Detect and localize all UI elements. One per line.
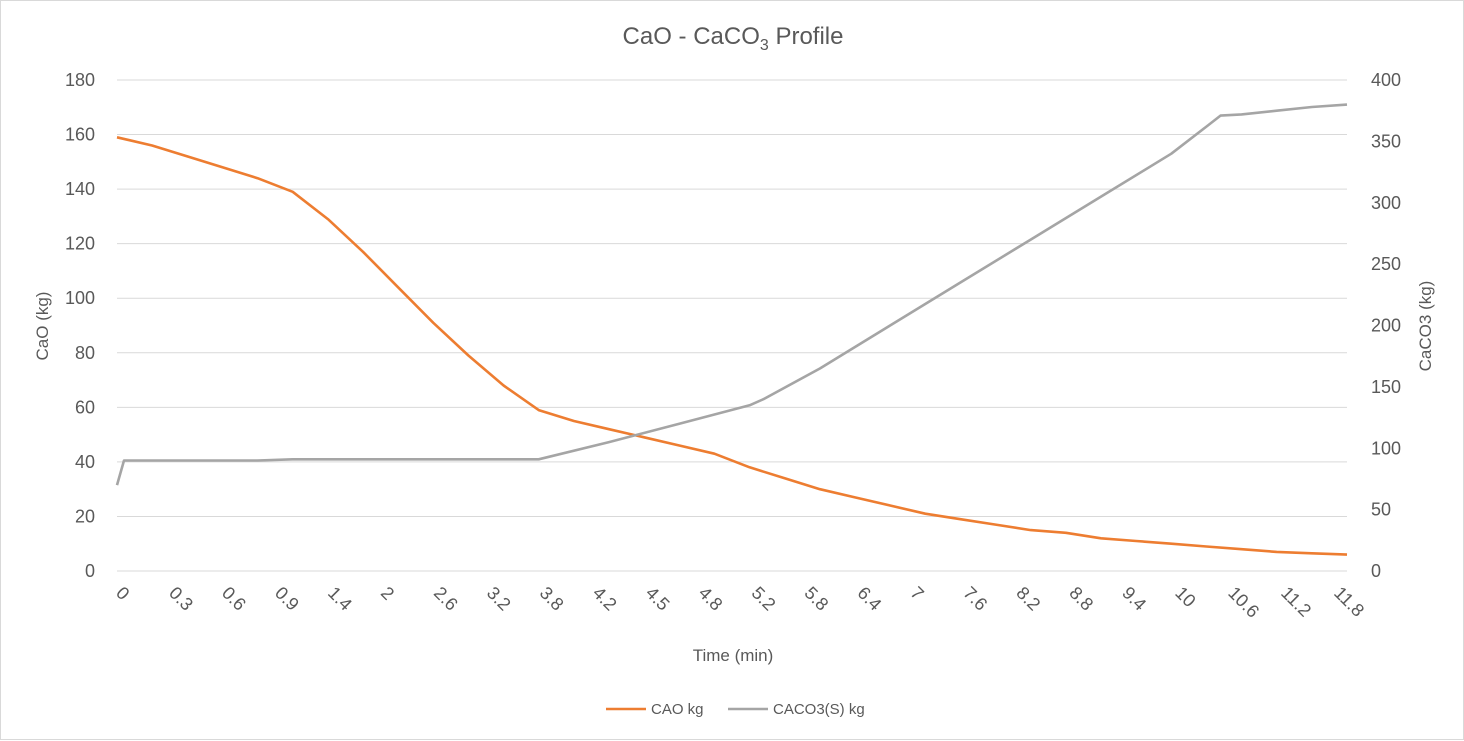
series-line-caco3 xyxy=(115,103,1348,486)
x-tick-label: 10.6 xyxy=(1224,583,1263,622)
x-tick-label: 4.5 xyxy=(642,583,674,615)
y-tick-left-label: 100 xyxy=(65,288,95,308)
y-tick-right-label: 300 xyxy=(1371,193,1401,213)
y-tick-right-label: 250 xyxy=(1371,254,1401,274)
series-line-cao xyxy=(116,136,1348,556)
y-tick-right-label: 150 xyxy=(1371,377,1401,397)
y-tick-left-label: 40 xyxy=(75,452,95,472)
x-tick-label: 11.8 xyxy=(1330,583,1368,621)
y-tick-right-label: 400 xyxy=(1371,70,1401,90)
y-tick-left-label: 160 xyxy=(65,125,95,145)
x-axis-label: Time (min) xyxy=(693,646,774,665)
y-tick-left-label: 20 xyxy=(75,506,95,526)
y-tick-right-label: 100 xyxy=(1371,438,1401,458)
gridlines xyxy=(117,79,1347,572)
x-tick-label: 4.2 xyxy=(589,583,621,615)
y-tick-left-label: 180 xyxy=(65,70,95,90)
chart-title-rest: Profile xyxy=(769,23,844,50)
x-tick-label: 0.9 xyxy=(271,583,303,615)
x-tick-label: 1.4 xyxy=(324,583,356,615)
x-tick-label: 7.6 xyxy=(959,583,991,615)
chart-title-subscript: 3 xyxy=(760,37,769,54)
y-tick-left-label: 60 xyxy=(75,397,95,417)
x-tick-label: 8.8 xyxy=(1065,583,1097,615)
y-ticks-left: 0 20 40 60 80 100 120 140 160 180 xyxy=(65,70,95,581)
chart-title: CaO - CaCO3 Profile xyxy=(623,23,844,54)
x-tick-label: 0.3 xyxy=(165,583,197,615)
y-tick-left-label: 120 xyxy=(65,234,95,254)
y-tick-left-label: 140 xyxy=(65,179,95,199)
x-ticks: 0 0.3 0.6 0.9 1.4 2 2.6 3.2 3.8 4.2 4.5 4.8 5.2 5.8 6.… xyxy=(112,583,1368,622)
y-axis-label-right: CaCO3 (kg) xyxy=(1416,281,1435,372)
x-tick-label: 6.4 xyxy=(854,583,886,615)
y-ticks-right: 0 50 100 150 200 250 300 350 400 xyxy=(1371,70,1401,581)
x-tick-label: 7 xyxy=(907,583,928,604)
y-tick-right-label: 200 xyxy=(1371,316,1401,336)
chart-title-main: CaO - CaCO xyxy=(623,23,760,50)
x-tick-label: 10 xyxy=(1171,583,1199,611)
x-tick-label: 3.2 xyxy=(483,583,515,615)
x-tick-label: 3.8 xyxy=(536,583,568,615)
x-tick-label: 2.6 xyxy=(430,583,462,615)
x-tick-label: 8.2 xyxy=(1012,583,1044,615)
x-tick-label: 0 xyxy=(112,583,133,604)
y-tick-right-label: 350 xyxy=(1371,131,1401,151)
x-tick-label: 0.6 xyxy=(218,583,250,615)
legend-label: CACO3(S) kg xyxy=(773,701,865,718)
y-tick-left-label: 80 xyxy=(75,343,95,363)
x-tick-label: 9.4 xyxy=(1118,583,1150,615)
y-tick-left-label: 0 xyxy=(85,561,95,581)
x-tick-label: 4.8 xyxy=(695,583,727,615)
x-tick-label: 2 xyxy=(377,583,398,604)
y-tick-right-label: 0 xyxy=(1371,561,1381,581)
x-tick-label: 5.8 xyxy=(801,583,833,615)
x-tick-label: 11.2 xyxy=(1277,583,1315,621)
legend-label: CAO kg xyxy=(651,701,704,718)
series-lines xyxy=(115,103,1348,556)
legend: CAO kg CACO3(S) kg xyxy=(606,701,865,718)
y-axis-label-left: CaO (kg) xyxy=(33,292,52,361)
x-tick-label: 5.2 xyxy=(748,583,780,615)
y-tick-right-label: 50 xyxy=(1371,500,1391,520)
